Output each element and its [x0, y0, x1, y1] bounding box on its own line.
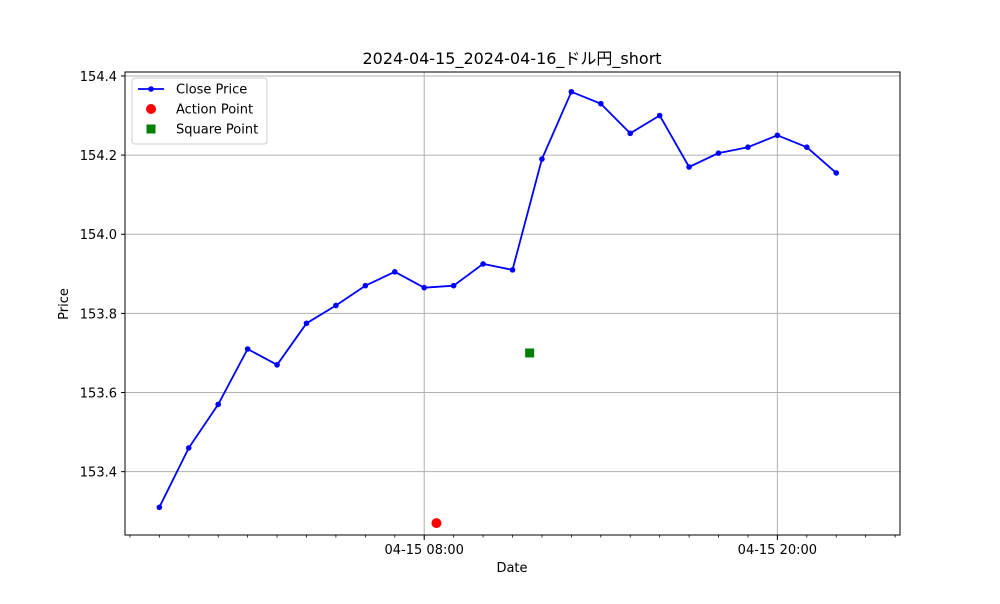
legend-box	[131, 77, 268, 145]
y-tick-label: 153.6	[80, 387, 117, 402]
close-price-point	[215, 401, 221, 408]
x-axis-label: Date	[496, 561, 527, 576]
legend-label: Close Price	[176, 83, 247, 98]
close-price-point	[833, 170, 840, 176]
close-price-point	[480, 261, 486, 267]
close-price-point	[450, 282, 457, 289]
close-price-point	[686, 164, 692, 170]
x-tick-label: 04-15 20:00	[738, 543, 817, 558]
legend-label: Action Point	[176, 103, 253, 118]
legend-label: Square Point	[176, 123, 258, 138]
close-price-point	[333, 302, 339, 309]
chart-title: 2024-04-15_2024-04-16_ドル円_short	[362, 49, 661, 69]
y-axis-label: Price	[57, 288, 72, 320]
close-price-point	[421, 284, 428, 291]
close-price-point	[391, 269, 398, 275]
grid	[125, 72, 900, 535]
close-price-point	[656, 112, 663, 119]
y-tick-label: 153.8	[80, 307, 117, 322]
legend: Close Price Action Point Square Point	[131, 77, 268, 145]
action-point-marker	[431, 518, 442, 529]
legend-marker-swatch	[148, 86, 154, 92]
close-price-point	[185, 445, 192, 451]
series-layer	[156, 88, 840, 529]
square-point-marker	[525, 348, 535, 358]
close-price-point	[274, 362, 280, 368]
close-price-point	[539, 156, 545, 162]
close-price-point	[509, 267, 516, 273]
close-price-point	[568, 88, 575, 95]
close-price-point	[774, 132, 781, 139]
close-price-point	[745, 144, 751, 150]
legend-square-swatch	[146, 124, 156, 134]
y-tick-label: 154.0	[80, 228, 117, 243]
x-tick-label: 04-15 08:00	[385, 543, 464, 558]
close-price-point	[362, 282, 369, 289]
legend-circle-swatch	[146, 104, 156, 114]
close-price-point	[244, 346, 251, 352]
close-price-point	[715, 150, 722, 156]
y-tick-label: 154.2	[80, 149, 117, 164]
close-price-point	[627, 130, 634, 137]
close-price-point	[303, 320, 310, 327]
close-price-line	[158, 90, 837, 508]
close-price-point	[156, 504, 163, 511]
y-tick-label: 153.4	[80, 466, 117, 481]
close-price-point	[597, 100, 604, 107]
close-price-point	[804, 144, 810, 150]
axes: 153.4 153.6 153.8 154.0 154.2 154.4 04-15 08:0…	[80, 70, 896, 558]
y-tick-label: 154.4	[80, 70, 117, 85]
